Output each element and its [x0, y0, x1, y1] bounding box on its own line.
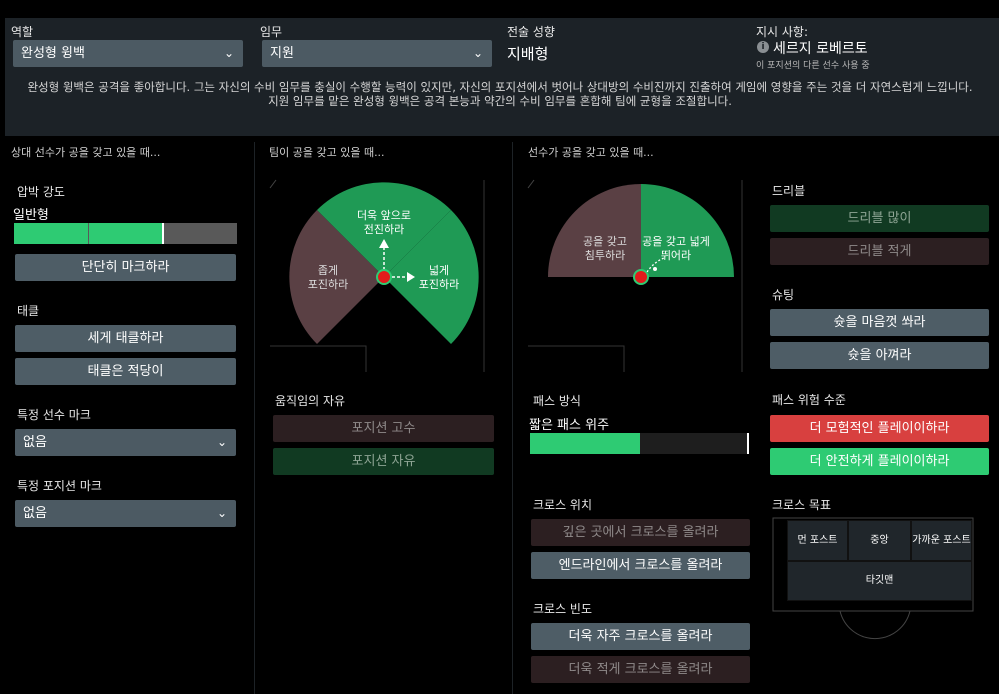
player-marker	[376, 269, 392, 285]
mark-tightly-button[interactable]: 단단히 마크하라	[15, 254, 236, 281]
instruction-label: 지시 사항:	[756, 25, 809, 39]
dribble-more-button[interactable]: 드리블 많이	[770, 205, 989, 232]
zone-wide-label: 포진하라	[419, 277, 459, 291]
take-fewer-risks-button[interactable]: 더 안전하게 플레이이하라	[770, 448, 989, 475]
chevron-down-icon: ⌄	[223, 46, 234, 60]
tackle-label: 태클	[17, 304, 40, 318]
column-divider	[512, 142, 513, 694]
run-wide-zone[interactable]	[641, 184, 734, 277]
duty-select[interactable]: 지원 ⌄	[262, 40, 492, 67]
cross-target-label: 크로스 목표	[772, 498, 832, 512]
mark-player-select[interactable]: 없음 ⌄	[15, 429, 236, 456]
style-label: 전술 성향	[507, 25, 555, 39]
cross-more-often-button[interactable]: 더욱 자주 크로스를 올려라	[531, 623, 750, 650]
pitch-line	[269, 179, 277, 189]
zone-forward-label: 전진하라	[364, 222, 404, 236]
zone-forward-label: 더욱 앞으로	[357, 209, 411, 222]
target-far-post[interactable]: 먼 포스트	[787, 520, 848, 561]
chevron-down-icon: ⌄	[216, 435, 227, 449]
mark-position-label: 특정 포지션 마크	[17, 479, 102, 493]
pitch-line	[270, 345, 367, 372]
zone-narrow-label: 포진하라	[308, 277, 348, 291]
cross-target-pitch	[772, 517, 974, 640]
arrow-forward-head	[379, 239, 389, 248]
positioning-pitch-diagram: 더욱 앞으로 전진하라 좁게 포진하라 넓게 포진하라	[269, 179, 485, 372]
press-label: 압박 강도	[17, 185, 65, 199]
dribble-less-button[interactable]: 드리블 적게	[770, 238, 989, 265]
wide-zone[interactable]	[384, 210, 479, 344]
hold-position-button[interactable]: 포지션 고수	[273, 415, 494, 442]
target-man[interactable]: 타깃맨	[787, 561, 972, 601]
arrow-wide-head	[407, 272, 415, 282]
forward-zone[interactable]	[317, 182, 451, 277]
pitch-line	[528, 345, 625, 372]
shoot-more-button[interactable]: 슛을 마음껏 쏴라	[770, 309, 989, 336]
instruction-note: 이 포지션의 다른 선수 사용 중	[756, 61, 870, 71]
ball-icon	[653, 267, 657, 271]
mark-position-select[interactable]: 없음 ⌄	[15, 500, 236, 527]
description-line-1: 완성형 윙백은 공격을 좋아합니다. 그는 자신의 수비 임무를 충실이 수행할…	[27, 80, 973, 94]
cross-position-label: 크로스 위치	[533, 498, 593, 512]
roam-from-position-button[interactable]: 포지션 자유	[273, 448, 494, 475]
pass-value: 짧은 패스 위주	[529, 418, 610, 433]
zone-left-label: 침투하라	[585, 248, 625, 262]
zone-wide-label: 넓게	[429, 264, 449, 277]
pitch-line	[527, 179, 535, 189]
player-marker	[633, 269, 649, 285]
cross-frequency-label: 크로스 빈도	[533, 602, 593, 616]
role-select[interactable]: 완성형 윙백 ⌄	[13, 40, 243, 67]
pass-risk-label: 패스 위험 수준	[772, 393, 846, 407]
dribble-inside-zone[interactable]	[548, 184, 641, 277]
defence-section-title: 상대 선수가 공을 갖고 있을 때...	[11, 146, 161, 159]
press-segment	[14, 223, 88, 244]
chevron-down-icon: ⌄	[216, 506, 227, 520]
target-near-post[interactable]: 가까운 포스트	[911, 520, 972, 561]
zone-right-label: 공을 갖고 넓게	[642, 235, 710, 248]
in-possession-section-title: 팀이 공을 갖고 있을 때...	[269, 146, 385, 159]
press-slider[interactable]	[14, 223, 237, 244]
instruction-player[interactable]: 세르지 로베르토	[773, 41, 868, 57]
style-value: 지배형	[507, 45, 549, 63]
zone-narrow-label: 좁게	[318, 264, 338, 277]
pass-slider-fill	[530, 433, 640, 454]
cross-from-byline-button[interactable]: 엔드라인에서 크로스를 올려라	[531, 552, 750, 579]
shoot-label: 슈팅	[772, 288, 795, 302]
tackle-harder-button[interactable]: 세게 태클하라	[15, 325, 236, 352]
target-centre[interactable]: 중앙	[848, 520, 911, 561]
pass-slider[interactable]	[530, 433, 749, 454]
take-more-risks-button[interactable]: 더 모험적인 플레이이하라	[770, 415, 989, 442]
press-value: 일반형	[13, 208, 49, 223]
role-header-panel	[5, 18, 999, 136]
column-divider	[254, 142, 255, 694]
cross-less-often-button[interactable]: 더욱 적게 크로스를 올려라	[531, 656, 750, 683]
mark-position-value: 없음	[23, 506, 47, 521]
mark-player-value: 없음	[23, 435, 47, 450]
description-line-2: 지원 임무를 맡은 완성형 윙백은 공격 본능과 약간의 수비 임무를 혼합해 …	[268, 94, 732, 108]
freedom-label: 움직임의 자유	[275, 394, 346, 408]
role-select-value: 완성형 윙백	[21, 46, 85, 61]
chevron-down-icon: ⌄	[472, 46, 483, 60]
zone-right-label: 뛰어라	[661, 249, 691, 262]
on-ball-section-title: 선수가 공을 갖고 있을 때...	[528, 146, 654, 159]
mark-player-label: 특정 선수 마크	[17, 408, 91, 422]
pass-label: 패스 방식	[533, 394, 581, 408]
press-slider-handle[interactable]	[162, 223, 164, 244]
duty-select-value: 지원	[270, 46, 294, 61]
role-description: 완성형 윙백은 공격을 좋아합니다. 그는 자신의 수비 임무를 충실이 수행할…	[10, 80, 990, 108]
narrow-zone[interactable]	[289, 210, 384, 344]
penalty-arc	[839, 610, 911, 640]
info-icon: i	[757, 41, 769, 53]
press-segment	[89, 223, 162, 244]
pass-slider-handle[interactable]	[747, 433, 749, 454]
stay-on-feet-button[interactable]: 태클은 적당이	[15, 358, 236, 385]
shoot-less-button[interactable]: 슛을 아껴라	[770, 342, 989, 369]
role-label: 역할	[11, 25, 34, 39]
cross-from-deep-button[interactable]: 깊은 곳에서 크로스를 올려라	[531, 519, 750, 546]
zone-left-label: 공을 갖고	[583, 235, 627, 248]
penalty-box	[772, 517, 974, 612]
arrow-wide	[646, 257, 665, 273]
on-ball-pitch-diagram: 공을 갖고 침투하라 공을 갖고 넓게 뛰어라	[527, 179, 743, 372]
dribble-label: 드리블	[772, 184, 806, 198]
duty-label: 임무	[260, 25, 283, 39]
